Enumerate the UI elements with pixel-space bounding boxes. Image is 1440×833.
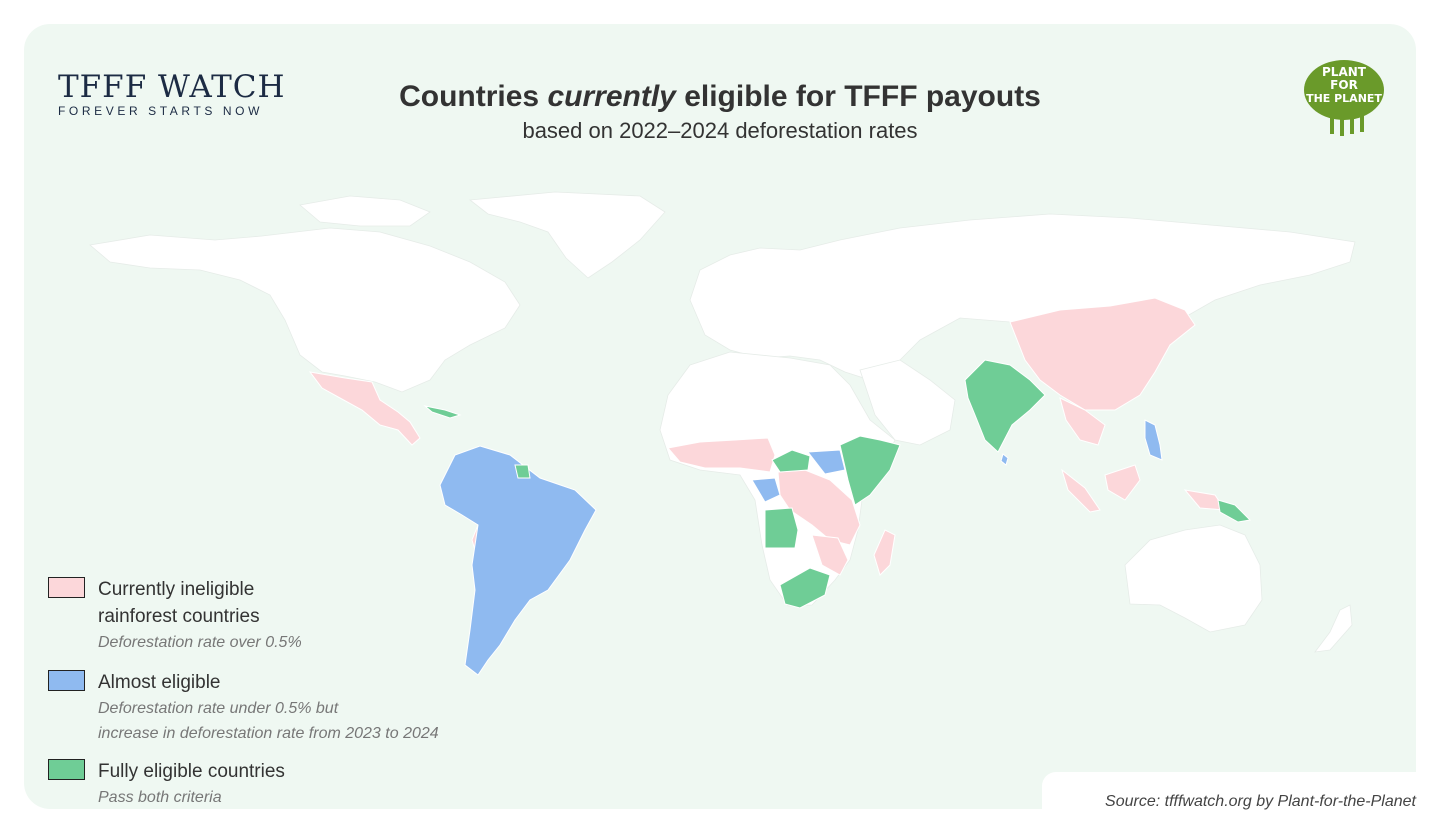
region-india: [964, 359, 1046, 453]
legend-label: Almost eligible: [98, 672, 221, 693]
region-southeast-asia: [1059, 397, 1106, 446]
logo-line-3: THE PLANET: [1306, 92, 1382, 105]
region-guyana-suriname: [514, 464, 531, 479]
region-madagascar: [873, 529, 896, 576]
brand-tagline: FOREVER STARTS NOW: [58, 104, 264, 118]
land-middle-east: [859, 359, 956, 446]
region-west-africa: [667, 437, 776, 473]
brand-name: TFFF WATCH: [58, 69, 286, 105]
legend-note: Pass both criteria: [98, 789, 222, 806]
region-png: [1217, 499, 1252, 523]
legend-item-almost: Almost eligible Deforestation rate under…: [48, 669, 439, 746]
land-arctic-islands: [299, 195, 431, 227]
land-north-america: [89, 227, 521, 393]
land-new-zealand: [1314, 604, 1353, 653]
region-south-america: [439, 445, 597, 676]
region-cameroon-car: [771, 449, 811, 473]
region-east-africa: [839, 435, 901, 506]
source-box: [1042, 772, 1440, 833]
region-mexico-central-america: [308, 371, 421, 446]
page-subtitle: based on 2022–2024 deforestation rates: [522, 118, 918, 143]
legend-note: Deforestation rate over 0.5%: [98, 634, 302, 651]
region-sudan-south: [807, 449, 846, 475]
region-sumatra: [1061, 468, 1101, 513]
logo-line-1: PLANT: [1322, 65, 1367, 79]
legend-note: increase in deforestation rate from 2023…: [98, 725, 439, 742]
land-australia: [1124, 524, 1263, 633]
title-after: eligible for TFFF payouts: [675, 80, 1041, 113]
legend-swatch-eligible: [48, 759, 85, 780]
region-china: [1009, 297, 1196, 411]
region-caribbean: [423, 405, 462, 419]
page-title: Countries currently eligible for TFFF pa…: [0, 80, 1440, 114]
land-eurasia: [689, 213, 1356, 381]
legend-item-ineligible: Currently ineligible rainforest countrie…: [48, 576, 439, 655]
region-indonesia-borneo: [1104, 464, 1141, 501]
legend-swatch-ineligible: [48, 577, 85, 598]
land-greenland: [468, 191, 666, 279]
region-angola: [764, 507, 799, 549]
legend-item-eligible: Fully eligible countries Pass both crite…: [48, 758, 439, 810]
region-mozambique-zambia: [811, 534, 849, 576]
legend-note: Deforestation rate under 0.5% but: [98, 700, 339, 717]
region-sri-lanka: [1000, 453, 1009, 466]
map-legend: Currently ineligible rainforest countrie…: [48, 576, 439, 810]
title-before: Countries: [399, 80, 548, 113]
region-congo-gabon: [751, 477, 781, 503]
region-central-africa: [777, 469, 861, 546]
legend-swatch-almost: [48, 670, 85, 691]
region-south-africa: [779, 567, 831, 609]
source-credit: Source: tfffwatch.org by Plant-for-the-P…: [1105, 793, 1416, 810]
logo-line-2: FOR: [1330, 78, 1358, 92]
legend-label: Currently ineligible rainforest countrie…: [98, 579, 260, 627]
legend-label: Fully eligible countries: [98, 761, 285, 782]
region-philippines: [1144, 419, 1163, 461]
plant-for-the-planet-logo: PLANT FOR THE PLANET: [1304, 60, 1384, 136]
title-emphasis: currently: [547, 80, 676, 113]
brand-logo: TFFF WATCH FOREVER STARTS NOW: [58, 69, 286, 119]
